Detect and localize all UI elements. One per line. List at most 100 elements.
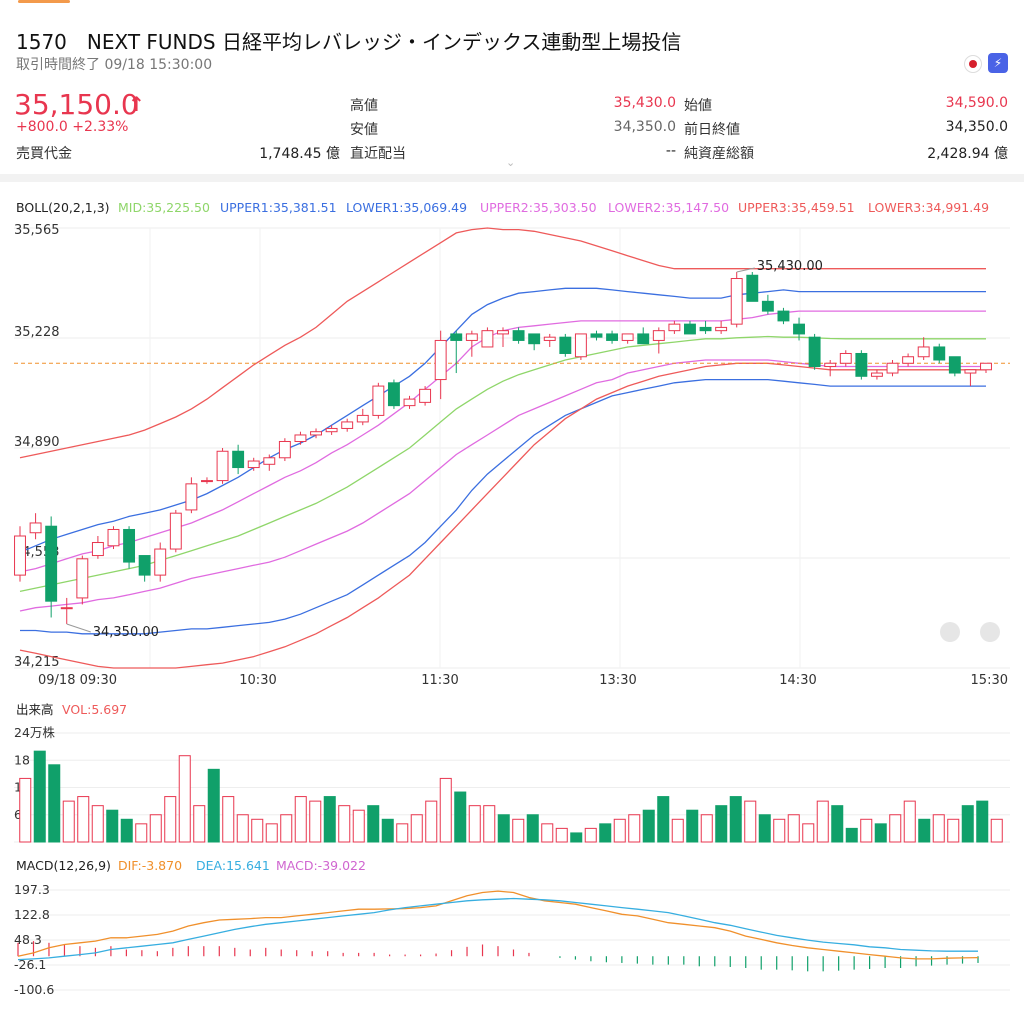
band-lower3 (19, 362, 986, 669)
volume-bar (352, 809, 365, 843)
volume-bar (207, 768, 220, 843)
volume-bar (715, 805, 728, 843)
y-tick-label: 35,565 (14, 223, 60, 238)
volume-bar (845, 827, 858, 843)
legend-upper3: UPPER3:35,459.51 (738, 200, 855, 215)
high-leader (736, 267, 755, 273)
volume-bar (164, 796, 177, 843)
candle-body (964, 369, 977, 374)
candle-body (559, 336, 572, 354)
volume-title: 出来高 (16, 702, 54, 717)
volume-bar (628, 814, 641, 843)
lightning-badge-icon[interactable]: ⚡ (988, 53, 1008, 73)
volume-bar (454, 791, 467, 843)
x-tick-label: 10:30 (239, 673, 276, 688)
candle-body (684, 323, 696, 335)
up-arrow-icon: ↑ (128, 92, 145, 116)
candle-body (715, 326, 728, 332)
candle-body (138, 555, 151, 576)
candle-body (201, 480, 213, 483)
candle-body (76, 558, 89, 599)
candle-body (746, 274, 759, 302)
volume-bar (947, 818, 960, 843)
quote-value: 34,350.0 (613, 119, 676, 135)
volume-bar (106, 809, 119, 843)
legend-lower3: LOWER3:34,991.49 (868, 200, 990, 215)
volume-bar (976, 800, 989, 843)
volume-y-tick: 24万株 (14, 725, 55, 740)
volume-bar (62, 800, 75, 843)
candle-body (590, 333, 603, 338)
macd-dea-legend: DEA:15.641 (196, 858, 270, 873)
volume-bar (222, 796, 235, 843)
volume-bar (294, 796, 307, 843)
band-upper2 (19, 310, 986, 573)
candle-body (512, 330, 525, 341)
quote-label: 始値 (684, 98, 712, 114)
candle-body (154, 548, 167, 576)
band-mid (19, 335, 986, 593)
volume-bar (541, 823, 554, 843)
legend-upper1: UPPER1:35,381.51 (220, 200, 337, 215)
candle-body (855, 352, 868, 377)
y-tick-label: 34,890 (14, 435, 60, 450)
legend-mid: MID:35,225.50 (118, 200, 210, 215)
candle-body (917, 346, 930, 358)
band-upper3 (19, 227, 986, 459)
y-tick-label: 34,215 (14, 655, 60, 670)
candle-body (91, 542, 104, 557)
candle-body (310, 431, 322, 436)
volume-bar (961, 805, 974, 843)
x-tick-label: 14:30 (779, 673, 816, 688)
candle-body (325, 427, 338, 433)
candle-body (668, 323, 681, 332)
candle-body (169, 512, 182, 550)
top-accent-bar (0, 0, 1024, 6)
volume-bar (178, 755, 191, 843)
candle-body (247, 460, 260, 469)
macd-y-tick: -100.6 (14, 982, 54, 997)
candle-body (621, 333, 634, 341)
volume-bar (671, 818, 684, 843)
candle-body (294, 434, 307, 442)
trading-status: 取引時間終了 09/18 15:30:00 (16, 57, 213, 73)
candle-body (278, 440, 291, 459)
volume-bar (816, 800, 829, 843)
macd-y-tick: 48.3 (14, 932, 42, 947)
candle-body (528, 333, 541, 345)
quote-label: 直近配当 (350, 146, 406, 162)
quote-label: 安値 (350, 122, 378, 138)
candle-body (481, 330, 494, 348)
volume-bar (570, 832, 583, 843)
volume-bar (265, 823, 278, 843)
candle-body (637, 333, 650, 345)
candle-body (29, 522, 42, 534)
volume-bar (48, 764, 61, 843)
candle-body (793, 323, 805, 335)
reset-zoom-icon[interactable] (940, 622, 960, 642)
section-divider (0, 174, 1024, 182)
volume-bar (990, 818, 1003, 843)
volume-bar (410, 814, 423, 843)
back-to-latest-icon[interactable] (980, 622, 1000, 642)
candle-body (606, 333, 619, 341)
volume-bar (613, 818, 626, 843)
quote-label: 純資産総額 (684, 146, 754, 162)
candle-body (574, 333, 587, 358)
volume-bar (744, 800, 757, 843)
quote-value: -- (665, 143, 676, 159)
quote-label: 高値 (350, 98, 378, 114)
candle-body (263, 457, 276, 465)
quote-label: 前日終値 (684, 122, 740, 138)
volume-bar (251, 818, 264, 843)
candle-body (60, 607, 73, 610)
dif-line (17, 890, 979, 960)
x-tick-label: 09/18 09:30 (38, 673, 117, 688)
candle-body (216, 450, 229, 482)
expand-chevron-icon[interactable]: ⌄ (506, 156, 516, 169)
candle-body (824, 362, 837, 368)
candle-body (543, 336, 556, 341)
low-leader (66, 623, 91, 633)
candle-body (699, 326, 712, 332)
candle-body (730, 278, 743, 325)
